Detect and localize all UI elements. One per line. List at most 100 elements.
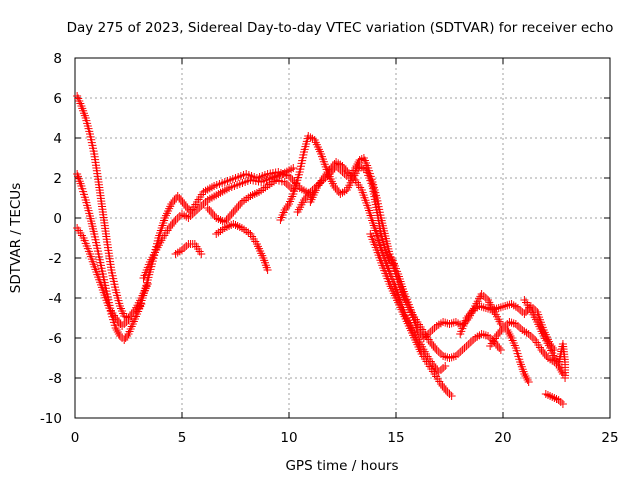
data-point	[203, 196, 212, 204]
data-point	[331, 184, 340, 192]
data-point	[246, 192, 255, 200]
data-point	[205, 206, 214, 214]
data-point	[506, 332, 515, 340]
data-point	[299, 196, 308, 204]
data-point	[222, 185, 231, 194]
data-point	[460, 344, 469, 352]
data-point	[186, 212, 195, 220]
data-point	[492, 332, 501, 340]
x-tick-label: 5	[178, 430, 187, 446]
x-axis-label: GPS time / hours	[285, 458, 398, 474]
data-point	[419, 334, 428, 342]
data-point	[280, 168, 289, 177]
data-point	[465, 310, 474, 318]
data-point	[320, 172, 329, 180]
data-point	[501, 322, 510, 330]
x-tick-label: 0	[71, 430, 80, 446]
series-track-12	[366, 230, 456, 400]
data-point	[301, 194, 310, 202]
data-point	[548, 393, 557, 401]
y-tick-label: -2	[49, 251, 62, 267]
series-track-13	[387, 254, 533, 386]
data-point	[122, 318, 131, 326]
data-point	[114, 330, 123, 338]
data-point	[220, 218, 229, 226]
data-point	[522, 374, 531, 382]
data-point	[495, 328, 504, 336]
data-point	[462, 314, 471, 322]
data-point	[349, 174, 358, 182]
x-tick-label: 10	[280, 430, 297, 446]
data-point	[334, 159, 343, 168]
data-point	[464, 340, 473, 348]
data-point	[427, 340, 436, 348]
data-point	[178, 198, 187, 206]
data-point	[555, 364, 564, 372]
data-point	[488, 306, 497, 314]
data-point	[507, 318, 516, 327]
data-point	[343, 168, 352, 176]
data-point	[494, 330, 503, 338]
data-point	[456, 320, 465, 329]
series-track-1	[73, 92, 152, 322]
data-point	[447, 392, 456, 400]
data-point	[303, 192, 312, 200]
data-point	[222, 223, 231, 231]
data-point	[218, 225, 227, 234]
data-point	[496, 346, 505, 354]
y-tick-label: 2	[53, 171, 62, 187]
data-point	[216, 227, 225, 235]
data-point	[182, 242, 191, 250]
data-point	[432, 346, 441, 354]
data-point	[424, 330, 433, 338]
y-tick-label: -8	[49, 371, 62, 387]
data-point	[325, 166, 334, 174]
data-point	[426, 338, 435, 346]
data-point	[351, 164, 360, 172]
data-point	[175, 247, 184, 256]
data-point	[199, 200, 208, 208]
data-point	[203, 185, 212, 194]
data-point	[440, 384, 449, 392]
data-point	[208, 210, 217, 218]
data-point	[426, 328, 435, 336]
series-track-16	[520, 296, 570, 382]
data-point	[353, 160, 362, 168]
data-point	[516, 306, 525, 314]
data-point	[328, 162, 337, 170]
plot-frame	[74, 57, 611, 419]
data-point	[112, 326, 121, 334]
data-point	[324, 168, 333, 176]
data-point	[214, 190, 223, 198]
data-point	[278, 170, 287, 178]
data-point	[431, 344, 440, 352]
data-point	[352, 162, 361, 170]
data-point	[441, 386, 450, 394]
data-point	[261, 183, 270, 192]
data-point	[492, 304, 501, 313]
data-point	[236, 200, 245, 208]
data-point	[197, 202, 206, 210]
data-point	[347, 172, 356, 180]
data-point	[511, 302, 520, 311]
data-point	[449, 318, 458, 327]
x-tick-label: 25	[601, 430, 618, 446]
data-point	[240, 196, 249, 205]
data-point	[222, 216, 231, 224]
data-point	[518, 326, 527, 334]
data-point	[237, 224, 246, 232]
data-point	[216, 188, 225, 197]
data-point	[265, 180, 274, 189]
data-point	[336, 190, 345, 198]
data-point	[169, 218, 178, 226]
data-point	[558, 370, 567, 378]
data-point	[178, 210, 186, 218]
data-point	[322, 170, 331, 178]
data-point	[229, 208, 238, 216]
data-point	[416, 330, 425, 338]
y-tick-label: 0	[53, 211, 62, 227]
data-point	[513, 322, 522, 330]
data-point	[503, 320, 512, 328]
series-track-3	[73, 224, 133, 330]
data-point	[540, 350, 549, 358]
